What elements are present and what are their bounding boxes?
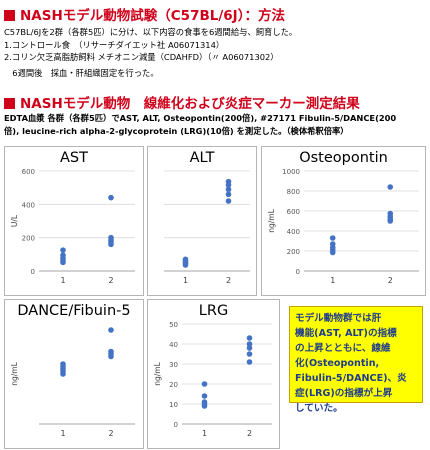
methods-heading-text: NASHモデル動物試験（C57BL/6J）：方法: [20, 8, 285, 24]
x-tick-label: 1: [60, 276, 65, 285]
data-point: [225, 198, 232, 204]
y-tick-label: 0: [31, 268, 35, 276]
methods-line: 2.コリン欠乏高脂肪飼料 メチオニン減量（CDAHFD）（〃 A06071302…: [4, 52, 279, 62]
chart-title: ALT: [189, 150, 215, 166]
data-point: [246, 359, 253, 365]
data-point: [201, 381, 208, 387]
data-point: [60, 247, 66, 253]
methods-line: 1.コントロール食 （リサーチダイエット社 A06071314）: [4, 39, 225, 50]
data-point: [108, 327, 114, 333]
methods-line: 6週間後 採血・肝組織固定を行った。: [4, 67, 159, 78]
chart-title: AST: [60, 150, 88, 166]
description-line: EDTA血漿 各群（各群5匹）でAST, ALT, Osteopontin(20…: [4, 113, 397, 123]
callout-line: していた。: [295, 403, 343, 414]
data-point: [246, 341, 253, 347]
chart-panel-dance: DANCE/Fibuin-5 ng/mL 1 2: [4, 299, 144, 449]
results-heading: NASHモデル動物 線維化および炎症マーカー測定結果: [4, 92, 360, 112]
methods-line: C57BL/6Jを2群（各群5匹）に分け、以下内容の食事を6週間給与、飼育した。: [4, 27, 298, 37]
callout-line: 化(Osteopontin,: [295, 358, 380, 369]
data-point: [201, 393, 208, 399]
data-point: [108, 194, 114, 201]
y-tick-label: 40: [169, 341, 178, 349]
chart-panel-osteopontin: Osteopontin 0 200 400 600 800 1000 ng/mL 1 2: [261, 146, 426, 296]
data-point: [201, 399, 208, 405]
x-tick-label: 2: [247, 429, 252, 438]
callout-line: 機能(AST, ALT)の指標: [295, 328, 397, 339]
data-point: [60, 361, 66, 367]
x-tick-label: 2: [108, 429, 113, 438]
y-tick-label: 600: [22, 168, 35, 176]
chart-panel-ast: AST 0 200 400 600 U/L 1 2: [4, 146, 144, 296]
methods-heading: NASHモデル動物試験（C57BL/6J）：方法: [4, 4, 285, 24]
description-line: 倍), leucine-rich alpha-2-glycoprotein (L…: [4, 125, 349, 136]
chart-panel-lrg: LRG 0 10 20 30 40 50 ng/mL 1 2: [147, 299, 280, 449]
data-point: [329, 235, 336, 241]
callout-line: の上昇とともに、線維: [295, 343, 391, 354]
callout-line: 症(LRG)の指標が上昇: [295, 388, 393, 399]
heading-marker: [4, 98, 15, 109]
x-tick-label: 2: [108, 276, 113, 285]
callout-line: Fibulin-5/DANCE)、炎: [295, 373, 407, 384]
x-tick-label: 1: [202, 429, 207, 438]
x-tick-label: 1: [183, 276, 188, 285]
data-point: [225, 191, 232, 198]
y-axis-label: U/L: [10, 214, 19, 227]
chart-title: LRG: [198, 303, 229, 319]
data-point: [182, 256, 189, 263]
y-tick-label: 10: [169, 401, 178, 409]
data-point: [246, 335, 253, 341]
chart-title: Osteopontin: [299, 150, 388, 166]
y-tick-label: 400: [22, 201, 35, 209]
methods-text: C57BL/6Jを2群（各群5匹）に分け、以下内容の食事を6週間給与、飼育した。…: [4, 26, 297, 79]
data-point: [329, 241, 336, 247]
chart-dance: ng/mL 1 2: [10, 327, 135, 438]
chart-ast: 0 200 400 600 U/L 1 2: [10, 168, 135, 285]
conclusion-callout: モデル動物群では肝 機能(AST, ALT)の指標 の上昇とともに、線維 化(O…: [289, 306, 423, 414]
chart-title: DANCE/Fibuin-5: [17, 303, 131, 319]
x-tick-label: 1: [60, 429, 65, 438]
y-tick-label: 800: [287, 188, 300, 196]
chart-lrg: 0 10 20 30 40 50 ng/mL 1 2: [153, 321, 272, 438]
y-tick-label: 400: [287, 228, 300, 236]
data-point: [60, 252, 66, 258]
y-axis-label: ng/mL: [153, 361, 162, 385]
heading-marker: [4, 10, 15, 21]
y-tick-label: 600: [287, 208, 300, 216]
x-tick-label: 2: [388, 276, 393, 285]
data-point: [108, 348, 114, 355]
chart-osteopontin: 0 200 400 600 800 1000 ng/mL 1 2: [267, 168, 419, 285]
data-point: [246, 351, 253, 357]
y-tick-label: 50: [169, 321, 178, 329]
results-description: EDTA血漿 各群（各群5匹）でAST, ALT, Osteopontin(20…: [4, 112, 396, 137]
y-axis-label: ng/mL: [10, 361, 19, 385]
y-tick-label: 0: [174, 421, 178, 429]
callout-line: モデル動物群では肝: [295, 313, 382, 324]
data-point: [246, 345, 253, 351]
results-heading-text: NASHモデル動物 線維化および炎症マーカー測定結果: [20, 96, 360, 112]
data-point: [225, 178, 232, 185]
data-point: [225, 186, 232, 193]
data-point: [108, 234, 114, 241]
data-point: [387, 210, 394, 217]
y-tick-label: 1000: [282, 168, 300, 176]
y-tick-label: 30: [169, 361, 178, 369]
y-tick-label: 0: [296, 268, 300, 276]
y-tick-label: 200: [287, 248, 300, 256]
y-tick-label: 200: [22, 235, 35, 243]
x-tick-label: 2: [226, 276, 231, 285]
data-point: [387, 184, 394, 190]
x-tick-label: 1: [330, 276, 335, 285]
y-tick-label: 20: [169, 381, 178, 389]
y-axis-label: ng/mL: [267, 208, 276, 232]
